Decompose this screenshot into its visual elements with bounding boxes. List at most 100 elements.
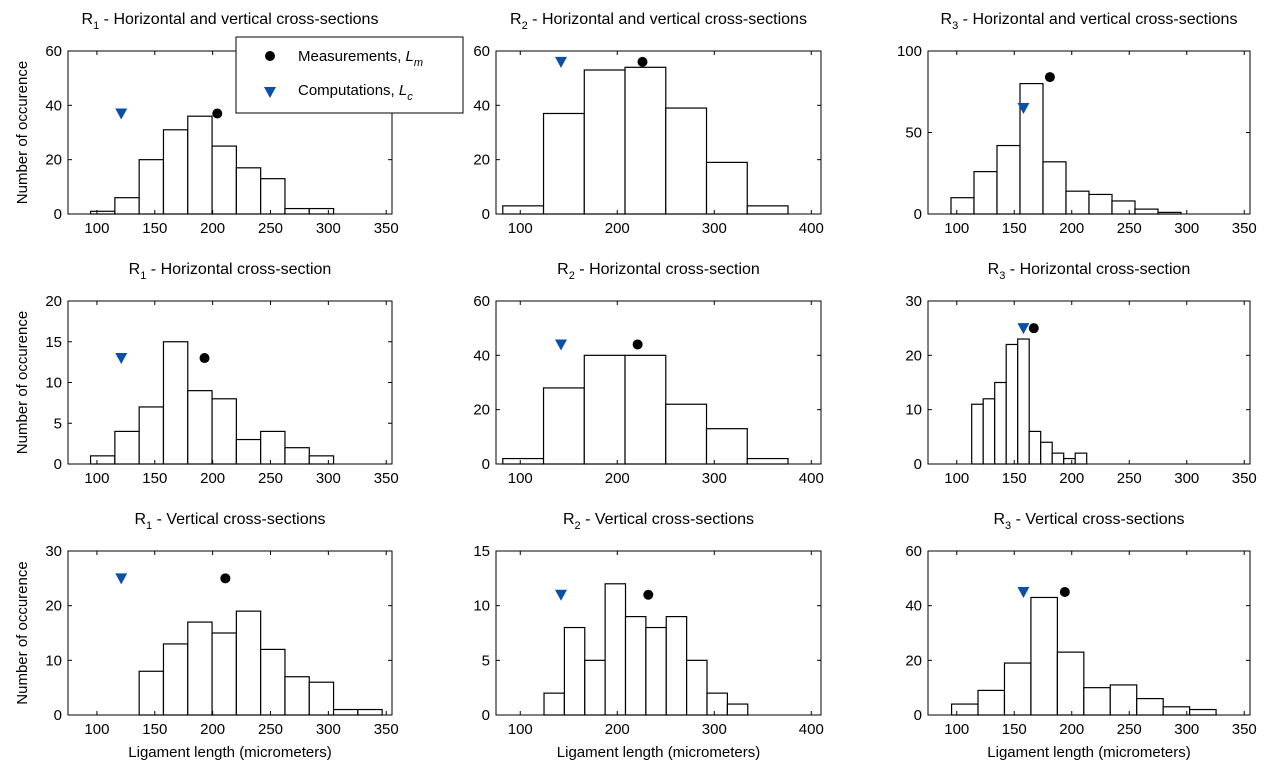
histogram-bar xyxy=(502,457,545,465)
x-axis-label: Ligament length (micrometers) xyxy=(128,744,331,761)
x-tick-label: 400 xyxy=(799,220,824,237)
histogram-bar xyxy=(332,708,359,716)
x-tick-label: 350 xyxy=(1232,220,1257,237)
axes-box xyxy=(495,550,822,716)
computation-marker xyxy=(115,353,128,365)
y-tick-label: 20 xyxy=(473,152,490,169)
histogram-panel-8: 100 200 300 400 0 5 10 15 R2 - Vertical cross-se… xyxy=(473,511,824,761)
histogram-bar xyxy=(583,69,626,215)
x-tick-label: 150 xyxy=(1002,721,1027,738)
y-tick-label: 0 xyxy=(914,707,922,724)
axes-box xyxy=(927,550,1251,716)
histogram-bar xyxy=(950,197,975,215)
histogram-bar xyxy=(260,648,286,716)
histogram-panel-9: 100 150 200 250 300 350 0 20 40 60 R3 - Vertical c… xyxy=(905,511,1256,761)
histogram-bar xyxy=(645,626,667,716)
y-tick-label: 20 xyxy=(905,652,922,669)
histogram-bar xyxy=(1003,662,1032,716)
x-tick-label: 300 xyxy=(1174,470,1199,487)
x-tick-label: 100 xyxy=(944,470,969,487)
computation-marker xyxy=(1017,323,1030,335)
x-tick-label: 100 xyxy=(84,470,109,487)
y-tick-label: 20 xyxy=(45,598,62,615)
histogram-panel-1: 100 150 200 250 300 350 0 20 40 60 R1 - Horizontal… xyxy=(14,11,399,237)
x-tick-label: 300 xyxy=(1174,220,1199,237)
histogram-bar xyxy=(584,659,606,716)
x-tick-label: 200 xyxy=(1059,721,1084,738)
histogram-bar xyxy=(971,403,984,465)
y-tick-label: 30 xyxy=(905,293,922,310)
histogram-bar xyxy=(746,205,789,215)
x-tick-label: 250 xyxy=(1117,220,1142,237)
histogram-bar xyxy=(665,107,708,215)
histogram-bar xyxy=(982,398,996,465)
x-tick-label: 200 xyxy=(605,721,630,738)
histogram-bar xyxy=(1074,452,1088,465)
x-tick-label: 300 xyxy=(316,220,341,237)
y-axis-label: Number of occurence xyxy=(14,311,31,454)
histogram-bar xyxy=(996,144,1021,215)
measurement-marker xyxy=(212,108,223,119)
panel-title: R2 - Vertical cross-sections xyxy=(563,511,754,532)
x-tick-label: 200 xyxy=(1059,470,1084,487)
histogram-bar xyxy=(1136,697,1164,716)
histogram-bar xyxy=(1083,687,1111,716)
legend: Measurements, Lm Computations, Lc xyxy=(235,36,464,114)
x-tick-label: 350 xyxy=(374,220,399,237)
histogram-bar xyxy=(284,447,310,465)
histogram-bar xyxy=(260,430,286,465)
histogram-panel-4: 100 150 200 250 300 350 0 5 10 15 20 R1 - Horizonta… xyxy=(14,261,399,487)
panel-title: R3 - Horizontal cross-section xyxy=(988,261,1191,282)
y-tick-label: 20 xyxy=(45,293,62,310)
histogram-bar xyxy=(1111,200,1136,215)
x-tick-label: 100 xyxy=(944,721,969,738)
x-axis-label: Ligament length (micrometers) xyxy=(987,744,1190,761)
y-tick-label: 5 xyxy=(482,652,490,669)
histogram-bar xyxy=(686,659,708,716)
x-tick-label: 150 xyxy=(142,470,167,487)
histogram-bar xyxy=(1088,193,1113,215)
histogram-bar xyxy=(1134,208,1159,215)
x-tick-label: 150 xyxy=(142,220,167,237)
computation-marker xyxy=(555,56,567,68)
y-axis-label: Number of occurence xyxy=(14,561,31,704)
histogram-bar xyxy=(284,207,310,215)
histogram-bar xyxy=(308,207,335,215)
histogram-panel-5: 100 200 300 400 0 20 40 60 R2 - Horizontal cross… xyxy=(473,261,824,487)
histogram-bar xyxy=(542,387,585,465)
y-tick-label: 0 xyxy=(54,206,62,223)
x-tick-label: 200 xyxy=(1059,220,1084,237)
histogram-bar xyxy=(563,626,586,716)
x-tick-label: 150 xyxy=(1002,470,1027,487)
histogram-bar xyxy=(235,610,262,716)
computation-marker xyxy=(1017,587,1030,598)
x-tick-label: 100 xyxy=(508,220,533,237)
histogram-bar xyxy=(1017,338,1030,465)
y-tick-label: 0 xyxy=(54,707,62,724)
x-tick-label: 350 xyxy=(374,721,399,738)
measurement-marker xyxy=(1044,72,1055,83)
histogram-bar xyxy=(977,689,1006,716)
y-tick-label: 20 xyxy=(45,152,62,169)
y-tick-label: 10 xyxy=(905,402,922,419)
histogram-bar xyxy=(1065,190,1090,215)
histogram-bar xyxy=(187,115,213,215)
legend-computation-marker xyxy=(264,87,276,98)
histogram-bar xyxy=(973,171,998,215)
x-tick-label: 350 xyxy=(1232,470,1257,487)
x-tick-label: 150 xyxy=(142,721,167,738)
x-tick-label: 400 xyxy=(799,470,824,487)
histogram-bar xyxy=(705,428,748,465)
x-tick-label: 200 xyxy=(605,470,630,487)
measurement-marker xyxy=(1028,323,1039,334)
measurement-marker xyxy=(637,56,648,67)
measurement-marker xyxy=(643,589,654,600)
y-tick-label: 0 xyxy=(914,206,922,223)
x-tick-label: 400 xyxy=(799,721,824,738)
histogram-bar xyxy=(114,197,140,215)
panel-title: R3 - Horizontal and vertical cross-secti… xyxy=(941,11,1238,32)
histogram-bar xyxy=(604,583,627,716)
histogram-bar xyxy=(138,670,165,716)
measurement-marker xyxy=(199,353,210,364)
axes-box xyxy=(495,50,822,215)
